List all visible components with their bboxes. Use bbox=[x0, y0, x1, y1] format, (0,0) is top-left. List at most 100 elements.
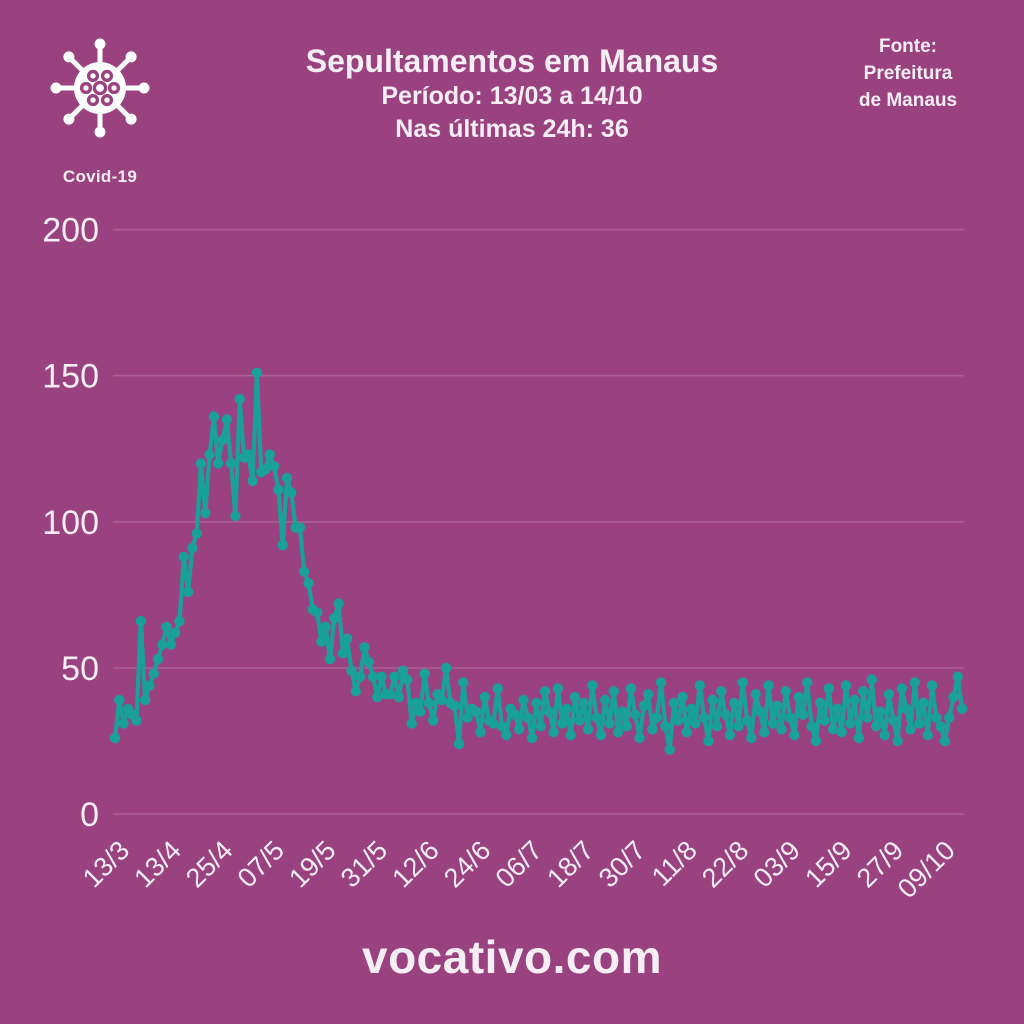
data-point bbox=[668, 697, 680, 709]
data-point bbox=[363, 656, 374, 668]
data-point bbox=[415, 706, 426, 717]
data-point bbox=[557, 718, 568, 729]
data-point bbox=[264, 449, 275, 460]
data-point bbox=[729, 697, 740, 709]
source-attribution: Fonte: Prefeitura de Manaus bbox=[818, 33, 998, 114]
data-point bbox=[862, 712, 873, 723]
data-point bbox=[664, 744, 675, 755]
data-point bbox=[522, 712, 533, 723]
data-point bbox=[827, 724, 839, 735]
data-point bbox=[268, 461, 280, 472]
data-point bbox=[789, 729, 800, 741]
data-point bbox=[845, 718, 856, 729]
data-point bbox=[612, 727, 624, 738]
data-point bbox=[200, 507, 211, 519]
website-footer: vocativo.com bbox=[362, 931, 662, 983]
data-point bbox=[836, 727, 847, 738]
data-point bbox=[221, 414, 232, 425]
data-point bbox=[681, 727, 693, 738]
data-point bbox=[763, 680, 774, 691]
data-point bbox=[157, 639, 168, 650]
data-point bbox=[892, 735, 903, 747]
data-point bbox=[703, 735, 714, 747]
data-point bbox=[462, 712, 473, 723]
data-point bbox=[320, 621, 331, 633]
data-point bbox=[303, 578, 314, 589]
data-point bbox=[741, 715, 753, 726]
y-tick-label: 100 bbox=[42, 504, 99, 542]
data-point bbox=[767, 718, 779, 729]
x-tick-label: 15/9 bbox=[799, 835, 857, 893]
data-point bbox=[944, 712, 955, 723]
data-point bbox=[587, 680, 598, 691]
data-point bbox=[750, 689, 761, 700]
data-point bbox=[922, 729, 933, 741]
data-point bbox=[144, 680, 155, 691]
data-point bbox=[406, 718, 417, 729]
data-point bbox=[165, 639, 177, 650]
data-point bbox=[879, 729, 890, 741]
x-tick-label: 06/7 bbox=[490, 835, 548, 893]
covid-badge-label: Covid-19 bbox=[62, 167, 138, 186]
data-point bbox=[350, 686, 361, 697]
data-point bbox=[595, 729, 607, 741]
data-point bbox=[393, 691, 404, 703]
data-point bbox=[918, 697, 929, 709]
chart-period-subtitle: Período: 13/03 a 14/10 bbox=[381, 82, 643, 110]
data-point bbox=[376, 671, 387, 682]
data-point bbox=[686, 703, 697, 714]
data-point bbox=[234, 393, 245, 405]
y-tick-label: 0 bbox=[80, 796, 99, 834]
data-point bbox=[746, 732, 757, 744]
data-point bbox=[754, 706, 766, 717]
data-point bbox=[324, 653, 336, 665]
covid-badge: Covid-19 bbox=[32, 18, 168, 187]
data-point bbox=[574, 715, 585, 726]
x-tick-label: 22/8 bbox=[696, 835, 754, 893]
data-point bbox=[333, 598, 344, 609]
data-point bbox=[316, 636, 327, 647]
data-point bbox=[161, 621, 172, 633]
data-point bbox=[625, 683, 637, 694]
data-point bbox=[621, 721, 632, 732]
data-point bbox=[810, 735, 822, 747]
x-tick-label: 25/4 bbox=[180, 835, 238, 893]
data-point bbox=[402, 674, 413, 685]
data-point bbox=[931, 712, 942, 723]
data-point bbox=[535, 721, 546, 732]
x-tick-label: 13/3 bbox=[77, 835, 135, 893]
data-point bbox=[139, 694, 151, 706]
data-point bbox=[423, 697, 435, 709]
data-point bbox=[410, 697, 422, 709]
data-point bbox=[526, 732, 538, 744]
data-point bbox=[784, 712, 796, 723]
data-point bbox=[913, 718, 925, 729]
data-point bbox=[561, 703, 572, 714]
data-point bbox=[195, 458, 207, 469]
data-point bbox=[716, 686, 727, 697]
data-point bbox=[471, 706, 482, 717]
data-point bbox=[600, 694, 611, 706]
data-point bbox=[496, 721, 508, 732]
data-point bbox=[251, 367, 263, 378]
data-point bbox=[187, 542, 198, 554]
data-point bbox=[780, 686, 791, 697]
data-point bbox=[634, 732, 645, 744]
data-point bbox=[901, 703, 912, 714]
data-point bbox=[294, 522, 306, 533]
data-point bbox=[273, 484, 284, 495]
data-point bbox=[673, 715, 684, 726]
data-point bbox=[591, 712, 602, 723]
source-line: Prefeitura bbox=[863, 63, 953, 84]
data-point bbox=[655, 677, 667, 688]
data-point bbox=[453, 738, 465, 750]
data-point bbox=[354, 671, 366, 682]
data-point bbox=[359, 642, 370, 653]
data-point bbox=[208, 411, 220, 422]
data-point bbox=[617, 706, 628, 717]
data-point bbox=[883, 689, 895, 700]
data-point bbox=[135, 615, 146, 627]
title-block: Sepultamentos em Manaus Período: 13/03 a… bbox=[0, 42, 1024, 146]
data-point bbox=[565, 729, 576, 741]
